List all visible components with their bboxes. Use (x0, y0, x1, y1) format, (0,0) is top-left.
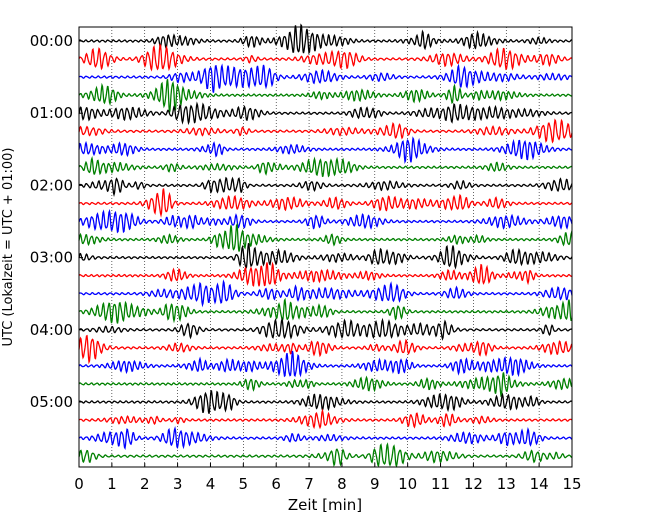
traces (78, 23, 573, 468)
seismogram-trace (78, 176, 573, 198)
x-tick-label: 6 (271, 475, 281, 493)
seismogram-trace (78, 136, 573, 165)
plot-frame (78, 26, 573, 468)
seismogram-trace (78, 261, 573, 287)
x-tick-label: 2 (140, 475, 150, 493)
seismogram-trace (78, 118, 573, 144)
x-tick-label: 14 (530, 475, 549, 493)
seismogram-trace (78, 297, 573, 324)
x-tick-label: 8 (337, 475, 347, 493)
y-tick-label: 02:00 (30, 176, 73, 194)
y-tick-label: 03:00 (30, 249, 73, 267)
seismogram-trace (78, 389, 573, 414)
seismogram-trace (78, 425, 573, 451)
x-axis: 0 1 2 3 4 5 6 7 8 9 10 11 12 13 14 15 (74, 463, 582, 493)
x-tick-label: 13 (497, 475, 516, 493)
seismogram-trace (78, 23, 573, 55)
x-tick-label: 5 (239, 475, 249, 493)
seismogram-trace (78, 63, 573, 93)
x-tick-label: 10 (398, 475, 417, 493)
seismogram-trace (78, 79, 573, 113)
seismogram-trace (78, 188, 573, 218)
seismogram-trace (78, 350, 573, 378)
x-tick-label: 3 (173, 475, 183, 493)
seismogram-trace (78, 442, 573, 468)
seismogram-trace (78, 408, 573, 430)
y-axis: 00:00 01:00 02:00 03:00 04:00 05:00 (30, 32, 83, 411)
seismogram-trace (78, 43, 573, 72)
x-tick-label: 0 (74, 475, 84, 493)
seismogram-trace (78, 222, 573, 252)
x-tick-label: 9 (370, 475, 380, 493)
y-tick-label: 01:00 (30, 104, 73, 122)
x-axis-label: Zeit [min] (288, 496, 362, 514)
seismogram-trace (78, 155, 573, 178)
x-tick-label: 15 (562, 475, 581, 493)
seismogram-trace (78, 279, 573, 308)
seismogram-trace (78, 242, 573, 270)
y-tick-label: 05:00 (30, 393, 73, 411)
seismogram-trace (78, 208, 573, 234)
x-tick-label: 12 (464, 475, 483, 493)
seismogram-trace (78, 101, 572, 126)
x-tick-label: 11 (431, 475, 450, 493)
x-tick-label: 1 (107, 475, 117, 493)
seismogram-trace (78, 317, 573, 341)
seismogram-trace (78, 372, 573, 398)
y-tick-label: 04:00 (30, 321, 73, 339)
x-tick-label: 7 (304, 475, 314, 493)
x-tick-label: 4 (206, 475, 216, 493)
y-axis-label: UTC (Lokalzeit = UTC + 01:00) (1, 148, 16, 347)
seismogram-trace (78, 334, 573, 365)
y-tick-label: 00:00 (30, 32, 73, 50)
